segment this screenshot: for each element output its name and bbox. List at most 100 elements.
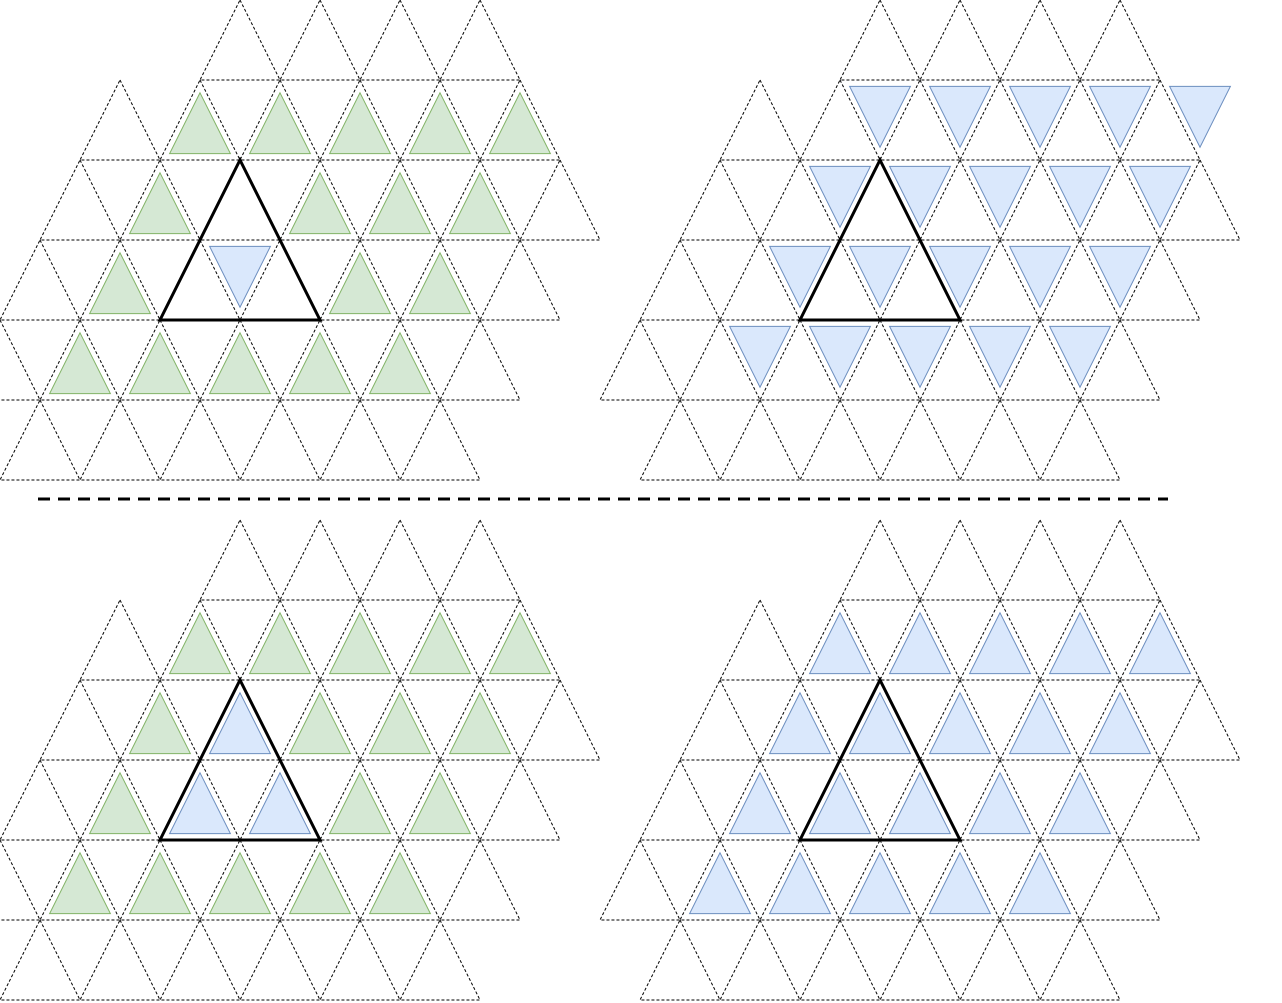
filled-triangle bbox=[368, 171, 432, 235]
lattice-cell bbox=[39, 158, 121, 241]
filled-cells bbox=[48, 91, 552, 395]
lattice-cell bbox=[839, 0, 921, 81]
filled-triangle bbox=[1168, 85, 1232, 149]
lattice-cell bbox=[519, 158, 601, 241]
highlight-outline-triangle bbox=[797, 156, 963, 322]
filled-cells bbox=[688, 611, 1192, 915]
filled-triangle bbox=[488, 611, 552, 675]
filled-cells bbox=[728, 85, 1232, 389]
lattice-cell bbox=[159, 398, 241, 481]
filled-triangle bbox=[128, 331, 192, 395]
highlight-outline-triangle bbox=[157, 676, 323, 842]
filled-triangle bbox=[968, 165, 1032, 229]
filled-triangle bbox=[208, 331, 272, 395]
filled-triangle bbox=[928, 851, 992, 915]
lattice-cell bbox=[999, 0, 1081, 81]
filled-triangle bbox=[288, 171, 352, 235]
filled-triangle bbox=[1088, 245, 1152, 309]
filled-triangle bbox=[48, 331, 112, 395]
filled-triangle bbox=[168, 91, 232, 155]
filled-triangle bbox=[728, 325, 792, 389]
lattice-cell bbox=[1119, 758, 1201, 841]
lattice-cell bbox=[399, 398, 481, 481]
lattice-cell bbox=[0, 238, 81, 321]
filled-triangle bbox=[808, 771, 872, 835]
lattice-cell bbox=[1079, 0, 1161, 81]
filled-triangle bbox=[488, 91, 552, 155]
filled-triangle bbox=[728, 771, 792, 835]
lattice-cell bbox=[639, 398, 721, 481]
filled-triangle bbox=[328, 91, 392, 155]
lattice-cell bbox=[719, 398, 801, 481]
lattice-cell bbox=[79, 918, 161, 1001]
filled-triangle bbox=[368, 691, 432, 755]
lattice-cell bbox=[879, 398, 961, 481]
lattice-cell bbox=[439, 838, 521, 921]
lattice-cell bbox=[1079, 518, 1161, 601]
lattice-cell bbox=[479, 758, 561, 841]
lattice-cell bbox=[1079, 838, 1161, 921]
panels bbox=[0, 0, 1241, 1001]
lattice-cell bbox=[279, 0, 361, 81]
filled-triangle bbox=[168, 611, 232, 675]
highlight-outline-triangle bbox=[157, 156, 323, 322]
lattice-cell bbox=[599, 318, 681, 401]
filled-triangle bbox=[848, 851, 912, 915]
lattice-cell bbox=[959, 398, 1041, 481]
lattice-cell bbox=[199, 518, 281, 601]
filled-triangle bbox=[368, 851, 432, 915]
filled-triangle bbox=[128, 691, 192, 755]
filled-triangle bbox=[808, 325, 872, 389]
filled-triangle bbox=[1048, 611, 1112, 675]
lattice-cell bbox=[359, 0, 441, 81]
lattice-cell bbox=[239, 918, 321, 1001]
lattice-cell bbox=[719, 918, 801, 1001]
filled-triangle bbox=[848, 245, 912, 309]
lattice-cell bbox=[0, 398, 81, 481]
filled-triangle bbox=[88, 251, 152, 315]
lattice-grid bbox=[0, 518, 601, 1001]
filled-cells bbox=[48, 611, 552, 915]
lattice-cell bbox=[919, 518, 1001, 601]
filled-triangle bbox=[888, 611, 952, 675]
lattice-cell bbox=[719, 78, 801, 161]
filled-triangle bbox=[408, 91, 472, 155]
filled-triangle bbox=[808, 611, 872, 675]
filled-triangle bbox=[1008, 245, 1072, 309]
lattice-cell bbox=[79, 598, 161, 681]
lattice-cell bbox=[919, 0, 1001, 81]
lattice-cell bbox=[199, 158, 281, 241]
lattice-cell bbox=[639, 918, 721, 1001]
lattice-cell bbox=[319, 918, 401, 1001]
panel-bottom-right bbox=[599, 518, 1241, 1001]
filled-triangle bbox=[128, 171, 192, 235]
filled-triangle bbox=[1048, 771, 1112, 835]
lattice-cell bbox=[199, 0, 281, 81]
filled-triangle bbox=[888, 165, 952, 229]
lattice-cell bbox=[799, 918, 881, 1001]
lattice-cell bbox=[0, 318, 41, 401]
panel-top-left bbox=[0, 0, 601, 481]
lattice-cell bbox=[1039, 398, 1121, 481]
lattice-cell bbox=[719, 598, 801, 681]
lattice-cell bbox=[279, 518, 361, 601]
filled-triangle bbox=[208, 851, 272, 915]
lattice-cell bbox=[359, 518, 441, 601]
lattice-cell bbox=[439, 0, 521, 81]
lattice-cell bbox=[439, 318, 521, 401]
filled-triangle bbox=[808, 165, 872, 229]
lattice-cell bbox=[479, 238, 561, 321]
filled-triangle bbox=[128, 851, 192, 915]
filled-triangle bbox=[768, 851, 832, 915]
filled-triangle bbox=[928, 85, 992, 149]
filled-triangle bbox=[288, 331, 352, 395]
lattice-cell bbox=[39, 678, 121, 761]
highlight-triangle bbox=[248, 771, 312, 835]
filled-triangle bbox=[1088, 85, 1152, 149]
lattice-cell bbox=[639, 758, 721, 841]
lattice-cell bbox=[519, 678, 601, 761]
filled-triangle bbox=[48, 851, 112, 915]
filled-triangle bbox=[248, 611, 312, 675]
lattice-cell bbox=[959, 918, 1041, 1001]
